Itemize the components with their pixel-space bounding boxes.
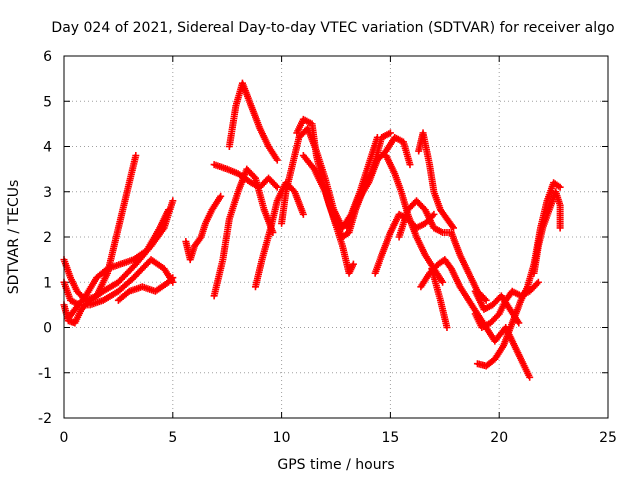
data-point (515, 319, 523, 327)
data-point (482, 296, 490, 304)
y-tick-label: 2 (43, 230, 52, 246)
series-arc18 (415, 129, 458, 232)
plot-frame (63, 55, 609, 419)
series-arc14 (343, 133, 414, 232)
y-tick-label: 3 (43, 185, 52, 201)
y-tick-label: 5 (43, 94, 52, 110)
grid-lines (64, 56, 608, 418)
series-arc6 (182, 192, 225, 264)
series-arc9 (225, 79, 281, 164)
data-point (406, 161, 414, 169)
data-point (299, 210, 307, 218)
x-tick-label: 15 (381, 430, 399, 446)
series-arc5 (114, 274, 177, 304)
data-point (443, 324, 451, 331)
data-point (349, 260, 357, 268)
y-tick-label: 0 (43, 321, 52, 337)
x-tick-label: 20 (490, 430, 508, 446)
data-point (167, 275, 175, 283)
data-point (169, 197, 177, 205)
y-tick-label: 6 (43, 49, 52, 65)
data-point (132, 152, 140, 160)
data-point (386, 129, 394, 137)
y-tick-label: 1 (43, 275, 52, 291)
data-point (430, 210, 438, 218)
x-tick-label: 5 (168, 430, 177, 446)
data-point (273, 183, 281, 191)
data-point (556, 183, 564, 191)
y-axis-label: SDTVAR / TECUs (6, 180, 22, 295)
series-arc13 (299, 152, 357, 277)
x-axis-label: GPS time / hours (277, 457, 394, 473)
x-tick-label: 0 (60, 430, 69, 446)
data-point (556, 224, 564, 232)
series-arc2 (60, 256, 177, 309)
data-points (60, 79, 564, 381)
y-tick-labels: -2 -1 0 1 2 3 4 5 6 (38, 49, 52, 427)
series-arc20 (428, 265, 451, 331)
data-point (272, 182, 280, 190)
data-point (450, 224, 458, 232)
data-point (526, 373, 534, 381)
series-arc4 (64, 206, 172, 322)
series-arc23 (530, 188, 564, 277)
data-point (217, 192, 225, 200)
y-tick-label: 4 (43, 140, 52, 156)
data-point (533, 280, 541, 288)
data-point (164, 206, 172, 214)
data-point (448, 222, 456, 230)
y-tick-label: -1 (38, 366, 52, 382)
data-point (439, 278, 447, 286)
x-tick-label: 10 (273, 430, 291, 446)
data-point (534, 278, 542, 286)
data-point (481, 295, 489, 303)
x-tick-label: 25 (599, 430, 617, 446)
data-point (169, 274, 177, 282)
series-arc24 (471, 287, 523, 327)
series-arc15 (382, 152, 447, 286)
series-arc8 (210, 161, 281, 191)
y-tick-label: -2 (38, 411, 52, 427)
chart-title: Day 024 of 2021, Sidereal Day-to-day VTE… (51, 20, 614, 36)
data-point (273, 156, 281, 164)
data-point (250, 173, 258, 181)
x-tick-labels: 0 5 10 15 20 25 (60, 430, 617, 446)
